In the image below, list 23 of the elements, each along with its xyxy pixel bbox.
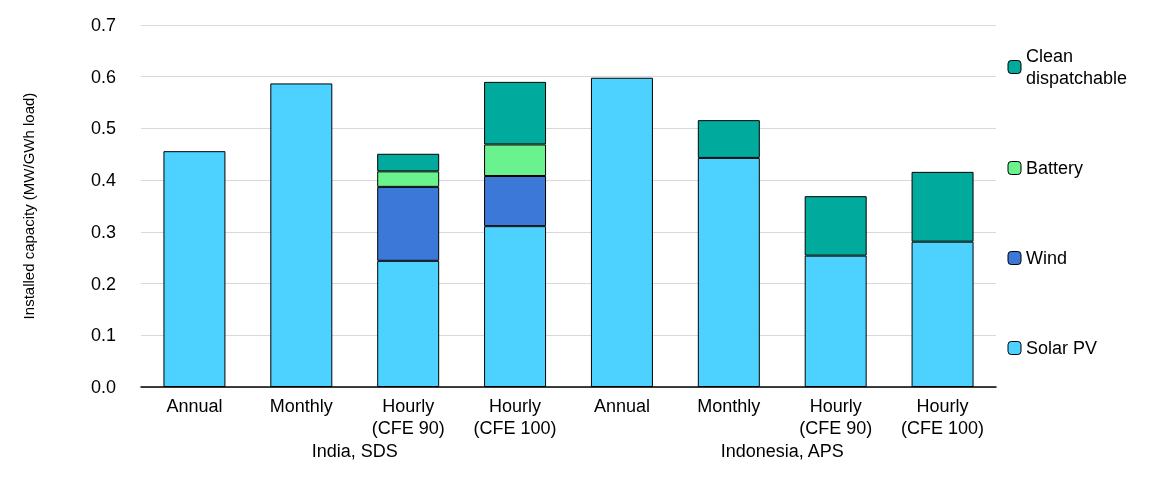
- x-tick-label: Monthly: [269, 396, 333, 416]
- x-tick-label: Hourly (CFE 100): [901, 396, 985, 438]
- y-tick-label: 0.7: [91, 15, 117, 35]
- text: Indonesia, APS: [720, 441, 844, 461]
- y-tick-label: 0.0: [91, 377, 117, 397]
- y-tick-label: 0.2: [91, 273, 117, 294]
- x-tick-label: Annual: [593, 396, 650, 416]
- legend-label: Battery: [1026, 158, 1084, 178]
- x-tick-label: Hourly (CFE 100): [473, 396, 557, 438]
- x-tick-label: Hourly (CFE 90): [371, 396, 445, 438]
- y-tick-label: 0.4: [91, 170, 117, 191]
- legend-label: Wind: [1026, 248, 1068, 268]
- y-tick-label: 0.3: [91, 221, 117, 242]
- y-tick-label: 0.1: [91, 325, 117, 346]
- legend-label: Clean dispatchable: [1026, 46, 1128, 88]
- y-axis-title: Installed capacity (MW/GWh load): [20, 92, 37, 320]
- x-tick-label: Hourly (CFE 90): [799, 396, 873, 438]
- y-tick-label: 0.6: [91, 66, 117, 87]
- x-tick-label: Annual: [166, 396, 223, 416]
- y-tick-label: 0.5: [91, 118, 117, 139]
- text: India, SDS: [311, 441, 398, 461]
- legend-label: Solar PV: [1026, 338, 1098, 358]
- x-tick-label: Monthly: [697, 396, 761, 416]
